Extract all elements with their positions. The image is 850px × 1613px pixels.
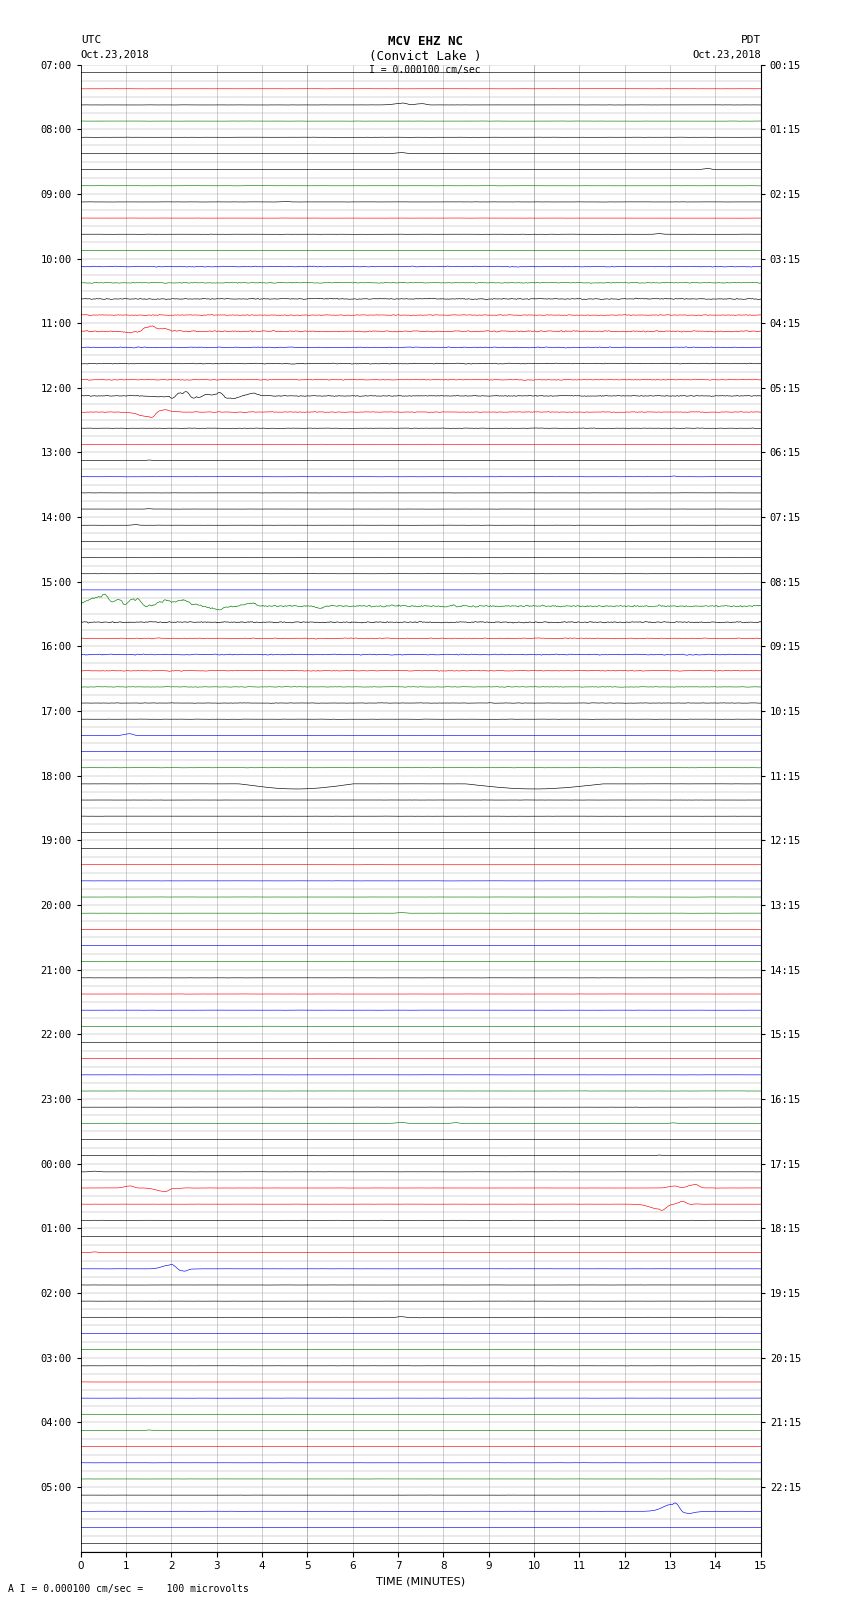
Text: MCV EHZ NC: MCV EHZ NC	[388, 35, 462, 48]
X-axis label: TIME (MINUTES): TIME (MINUTES)	[377, 1578, 465, 1587]
Text: I = 0.000100 cm/sec: I = 0.000100 cm/sec	[369, 65, 481, 74]
Text: PDT: PDT	[740, 35, 761, 45]
Text: Oct.23,2018: Oct.23,2018	[692, 50, 761, 60]
Text: (Convict Lake ): (Convict Lake )	[369, 50, 481, 63]
Text: A I = 0.000100 cm/sec =    100 microvolts: A I = 0.000100 cm/sec = 100 microvolts	[8, 1584, 249, 1594]
Text: UTC: UTC	[81, 35, 101, 45]
Text: Oct.23,2018: Oct.23,2018	[81, 50, 150, 60]
